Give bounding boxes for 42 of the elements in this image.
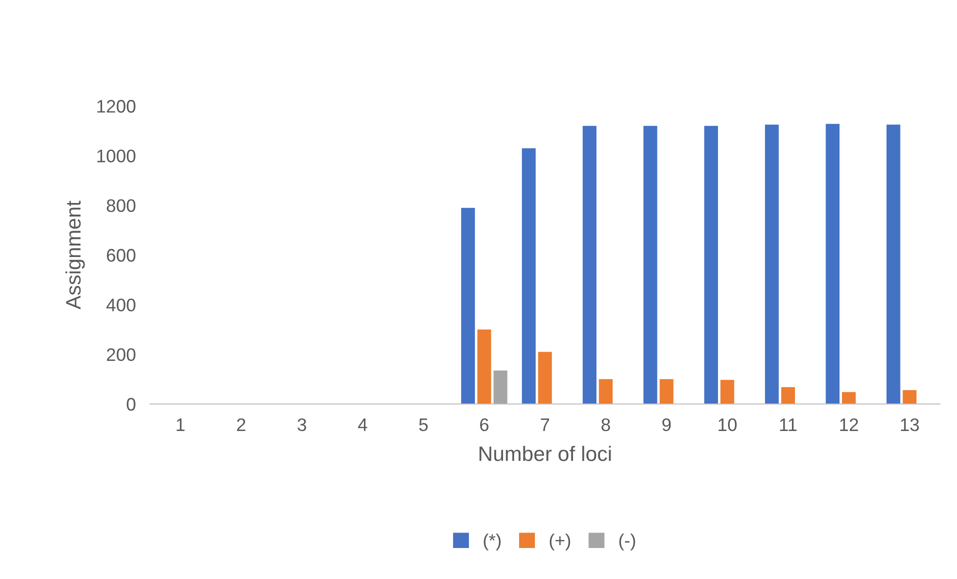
x-tick-label: 5 <box>419 418 428 432</box>
bar <box>494 370 508 404</box>
bar <box>826 124 840 404</box>
bar <box>582 126 596 404</box>
y-tick-label: 400 <box>106 298 136 312</box>
bar <box>764 124 779 404</box>
bar <box>461 208 475 404</box>
x-tick-label: 12 <box>840 418 858 431</box>
legend-label: (*) <box>484 534 501 550</box>
x-tick-label: 4 <box>358 418 368 431</box>
bar <box>538 352 552 404</box>
legend-label: (+) <box>550 534 570 550</box>
x-tick-label: 9 <box>662 418 671 432</box>
bar <box>477 330 492 404</box>
legend-label: (-) <box>619 534 636 550</box>
bar <box>902 390 917 404</box>
x-tick-label: 1 <box>176 418 185 431</box>
bar <box>643 126 658 404</box>
y-tick-label: 1000 <box>97 150 136 162</box>
bar <box>598 379 613 404</box>
x-tick-label: 10 <box>718 418 737 432</box>
x-tick-label: 2 <box>237 418 246 431</box>
bar <box>781 387 795 404</box>
x-tick-label: 8 <box>602 418 610 432</box>
x-tick-label: 6 <box>480 418 488 432</box>
y-tick-label: 200 <box>106 348 136 362</box>
y-tick-label: 0 <box>126 398 136 411</box>
bar <box>522 148 536 404</box>
x-axis-title: Number of loci <box>480 446 611 462</box>
x-tick-label: 11 <box>780 418 797 431</box>
bar <box>704 126 718 404</box>
bar <box>886 124 900 404</box>
y-tick-label: 800 <box>106 199 136 212</box>
x-tick-label: 3 <box>298 418 306 432</box>
y-tick-label: 600 <box>106 248 136 262</box>
y-tick-label: 1200 <box>97 100 136 113</box>
x-tick-label: 7 <box>540 418 550 431</box>
bar <box>842 392 856 404</box>
x-tick-label: 13 <box>900 418 919 432</box>
y-axis-title: Assignment <box>65 200 85 310</box>
bar <box>720 380 734 404</box>
bar <box>660 379 674 404</box>
